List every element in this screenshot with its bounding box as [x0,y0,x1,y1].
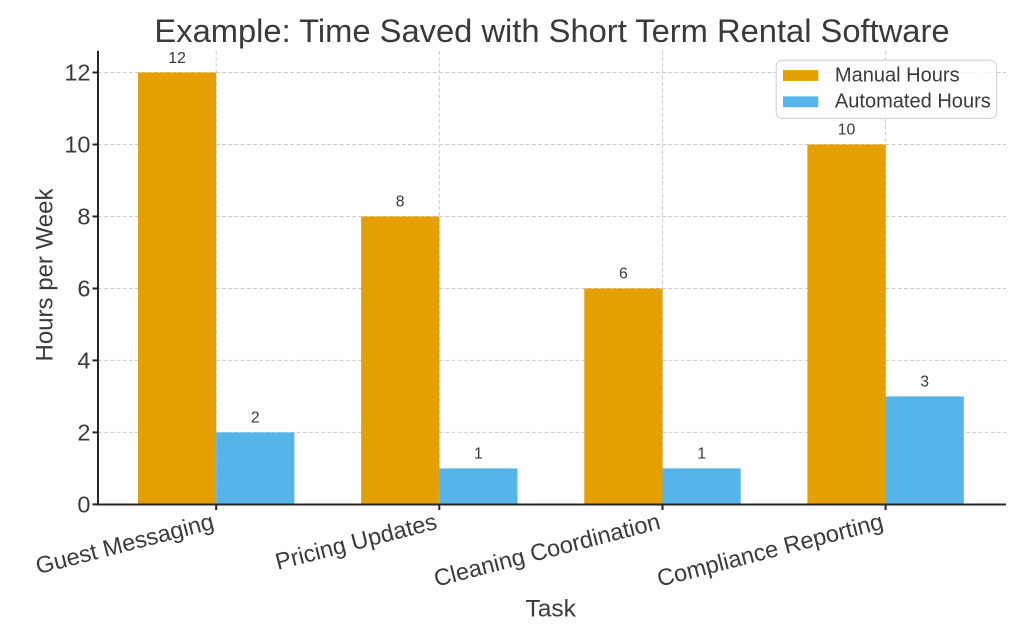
svg-text:Task: Task [526,595,577,622]
svg-text:Hours per Week: Hours per Week [31,188,58,362]
svg-text:Manual Hours: Manual Hours [835,64,960,86]
svg-text:12: 12 [64,60,90,86]
svg-text:1: 1 [474,446,483,463]
svg-text:8: 8 [77,204,90,230]
svg-text:Automated Hours: Automated Hours [835,91,991,113]
svg-text:0: 0 [77,492,90,518]
svg-text:2: 2 [77,420,90,446]
svg-text:2: 2 [251,410,260,427]
svg-text:3: 3 [920,374,929,391]
svg-text:4: 4 [77,348,90,374]
svg-text:10: 10 [838,122,856,139]
svg-text:10: 10 [64,132,90,158]
svg-text:Example: Time Saved with Short: Example: Time Saved with Short Term Rent… [154,12,949,49]
svg-text:12: 12 [168,50,186,67]
svg-text:6: 6 [619,266,628,283]
svg-text:1: 1 [697,446,706,463]
svg-text:6: 6 [77,276,90,302]
svg-text:8: 8 [396,194,405,211]
